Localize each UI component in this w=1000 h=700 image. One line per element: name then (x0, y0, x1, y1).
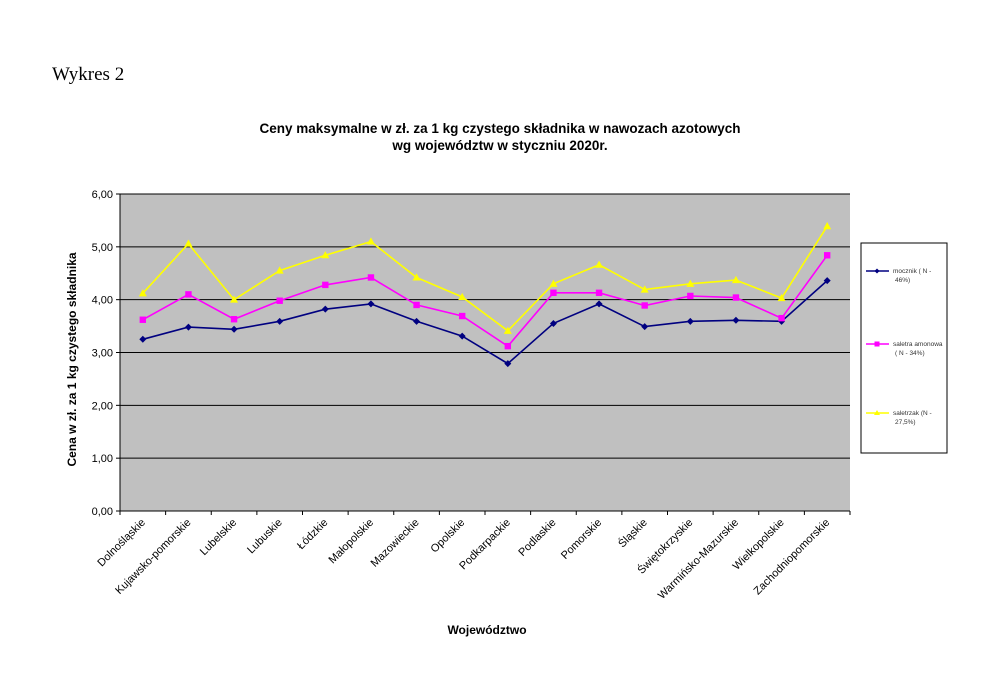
data-point (549, 279, 558, 287)
data-point (687, 292, 694, 300)
x-tick-label: Łódzkie (295, 517, 330, 552)
data-point (458, 332, 466, 340)
x-tick-label: Warmińsko-Mazurskie (656, 517, 741, 602)
data-point (686, 279, 695, 287)
x-tick-label: Zachodniopomorskie (752, 517, 833, 598)
data-point (731, 275, 740, 284)
x-tick-label: Opolskie (429, 517, 468, 556)
x-tick-label: Małopolskie (326, 517, 376, 567)
data-point (458, 312, 466, 320)
data-point (367, 274, 375, 281)
x-tick-label: Pomorskie (559, 517, 604, 562)
data-point (413, 317, 421, 325)
data-point (321, 305, 329, 313)
legend-label: mocznik ( N - (893, 268, 931, 275)
y-tick-label: 4,00 (92, 295, 113, 307)
legend-marker (874, 410, 880, 415)
data-point (184, 323, 192, 331)
data-point (322, 281, 329, 289)
y-axis-label: Cena w zł. za 1 kg czystego składnika (65, 252, 79, 466)
legend-box (860, 242, 948, 454)
data-point (732, 294, 740, 301)
document-heading: Wykres 2 (52, 64, 125, 85)
x-tick-label: Mazowieckie (369, 517, 422, 570)
legend-item: mocznik ( N - 46%) (866, 268, 931, 284)
legend-label: saletrzak (N - (893, 410, 932, 417)
data-point (185, 291, 192, 298)
data-point (549, 319, 557, 327)
series (138, 222, 832, 334)
series-lines (138, 222, 832, 368)
data-point (413, 301, 420, 309)
data-point (139, 335, 147, 343)
series-line (142, 280, 828, 365)
data-point (139, 316, 147, 323)
data-point (366, 237, 375, 245)
data-point (778, 314, 785, 322)
series-line (142, 225, 828, 332)
x-tick-label: Śląskie (616, 516, 650, 550)
y-tick-label: 1,00 (92, 453, 113, 465)
data-point (686, 317, 694, 325)
data-point (321, 251, 330, 259)
data-point (275, 266, 284, 274)
x-tick-label: Lubelskie (198, 517, 239, 558)
data-point (550, 289, 557, 296)
data-point (504, 342, 512, 350)
legend-item: saletrzak (N - 27,5%) (866, 410, 932, 426)
data-point (367, 300, 375, 308)
chart-title-line: wg województw w styczniu 2020r. (391, 138, 607, 153)
legend-label: saletra amonowa (893, 341, 943, 348)
data-point (641, 302, 648, 309)
x-tick-label: Kujawsko-pomorskie (113, 517, 193, 597)
x-tick-label: Podlaskie (516, 517, 558, 559)
data-point (777, 293, 786, 302)
data-point (503, 326, 512, 334)
y-tick-label: 6,00 (92, 189, 113, 201)
legend-label: ( N - 34%) (895, 350, 925, 357)
data-point (276, 317, 284, 325)
legend-marker (874, 341, 880, 347)
data-point (640, 285, 649, 293)
chart-title: Ceny maksymalne w zł. za 1 kg czystego s… (260, 121, 741, 153)
data-point (138, 289, 147, 297)
data-point (184, 239, 193, 247)
data-point (595, 260, 604, 268)
data-point (595, 289, 603, 296)
data-point (230, 316, 238, 323)
data-point (641, 323, 649, 331)
x-axis-label: Województwo (447, 623, 526, 637)
data-point (823, 222, 832, 230)
legend-label: 27,5%) (895, 419, 916, 426)
y-tick-label: 2,00 (92, 400, 113, 412)
data-point (458, 292, 467, 301)
y-tick-label: 3,00 (92, 348, 113, 360)
data-point (823, 252, 831, 259)
legend-label: 46%) (895, 277, 910, 284)
x-tick-label: Lubuskie (245, 517, 285, 557)
data-point (230, 325, 238, 333)
series (139, 252, 831, 350)
data-point (412, 273, 421, 281)
data-point (595, 300, 603, 308)
y-tick-label: 0,00 (92, 506, 113, 518)
series-line (142, 254, 828, 348)
legend-marker (874, 268, 880, 274)
y-tick-label: 5,00 (92, 242, 113, 254)
legend: mocznik ( N - 46%) saletra amonowa ( N - 34… (860, 242, 948, 454)
y-axis: 0,00 1,00 2,00 3,00 4,00 5,00 6,00 (92, 189, 120, 518)
chart-title-line: Ceny maksymalne w zł. za 1 kg czystego s… (260, 121, 741, 136)
data-point (732, 316, 740, 324)
data-point (276, 297, 283, 304)
data-point (504, 360, 512, 368)
data-point (230, 295, 239, 303)
data-point (823, 277, 831, 285)
legend-item: saletra amonowa ( N - 34%) (866, 341, 943, 357)
